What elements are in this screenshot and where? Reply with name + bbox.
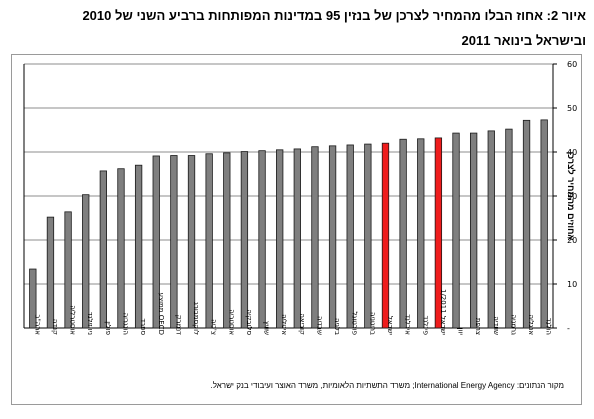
x-tick-label: ישראל <box>386 316 394 336</box>
x-tick-label: איטליה <box>280 314 288 335</box>
bar <box>276 149 284 329</box>
bar <box>205 153 213 329</box>
bar <box>170 155 178 329</box>
y-tick-label: 10 <box>567 280 577 289</box>
bar <box>487 130 495 329</box>
bar <box>64 211 72 329</box>
chart-title-line-2: ובישראל בינואר 2011 <box>461 33 586 48</box>
x-tick-label: שוויץ <box>263 321 271 335</box>
bar <box>417 138 425 329</box>
bar <box>82 194 90 329</box>
x-tick-label: קוריאה <box>298 313 306 335</box>
x-tick-label: שוודיה <box>492 316 500 335</box>
x-tick-label: אירלנד <box>404 314 412 335</box>
x-tick-label: גרמניה <box>509 314 517 335</box>
bar <box>258 150 266 329</box>
x-tick-label: OECD ממוצע <box>157 293 165 335</box>
bar <box>311 146 319 329</box>
bar <box>293 148 301 329</box>
x-tick-label: ישראל 1/2011 <box>439 289 447 335</box>
x-tick-label: צרפת <box>474 318 482 335</box>
x-tick-label: ספרד <box>139 318 147 335</box>
bar-highlight <box>381 142 390 329</box>
x-tick-label: דנמרק <box>174 315 182 335</box>
bar <box>505 128 513 329</box>
x-tick-label: לוקסמבורג <box>192 302 200 335</box>
x-tick-label: ארה"ב <box>33 315 41 336</box>
bar <box>29 268 37 329</box>
chart-title-line-1: איור 2: אחוז הבלו מהמחיר לצרכן של בנזין … <box>82 8 586 23</box>
x-tick-label: אוסטרליה <box>69 305 77 335</box>
x-tick-label: צ'כיה <box>210 319 218 335</box>
y-tick-label: 20 <box>567 236 577 245</box>
x-tick-label: פינלנד <box>421 316 429 335</box>
bar <box>540 119 548 329</box>
source-note: מקור הנתונים: International Energy Agenc… <box>210 381 564 390</box>
x-tick-label: אוסטריה <box>227 309 235 335</box>
bar <box>399 138 407 329</box>
bar <box>152 155 160 329</box>
bar <box>117 168 125 329</box>
bar <box>46 216 55 329</box>
x-tick-label: שבדיה <box>315 316 323 335</box>
y-tick-label: 30 <box>567 192 577 201</box>
bar <box>187 155 196 329</box>
bar <box>240 151 249 329</box>
bar <box>364 143 372 329</box>
bar <box>99 170 107 329</box>
x-tick-label: ניו זילנד <box>86 312 94 335</box>
chart-frame: - 10 20 30 40 50 60 אחוזים מהמחיר לצרכן ארה"ב קנד… <box>11 54 582 405</box>
x-tick-label: אנגליה <box>527 315 535 336</box>
y-tick-label: - <box>567 324 570 333</box>
bar <box>328 145 337 329</box>
x-tick-label: בריטניה <box>368 312 376 335</box>
x-tick-label: הונגריה <box>121 313 129 335</box>
bar <box>469 132 478 329</box>
y-tick-label: 60 <box>567 60 577 69</box>
bar <box>223 152 231 329</box>
bar-chart: - 10 20 30 40 50 60 אחוזים מהמחיר לצרכן ארה"ב קנד… <box>23 60 577 336</box>
y-tick-label: 50 <box>567 104 577 113</box>
y-tick-label: 40 <box>567 148 577 157</box>
x-tick-label: סלובקיה <box>245 309 253 335</box>
x-tick-label: הולנד <box>545 318 553 335</box>
y-axis-title: אחוזים מהמחיר לצרכן <box>566 151 576 240</box>
bar <box>452 132 460 329</box>
bar <box>134 164 143 329</box>
bar <box>346 144 354 329</box>
x-tick-label: יוון <box>457 328 465 336</box>
x-tick-label: פולין <box>104 321 112 335</box>
bar <box>522 119 531 329</box>
x-tick-label: קנדה <box>51 319 59 335</box>
x-tick-label: פורטוגל <box>351 311 359 335</box>
bar-highlight <box>434 137 443 329</box>
x-tick-label: בלגיה <box>333 318 341 335</box>
